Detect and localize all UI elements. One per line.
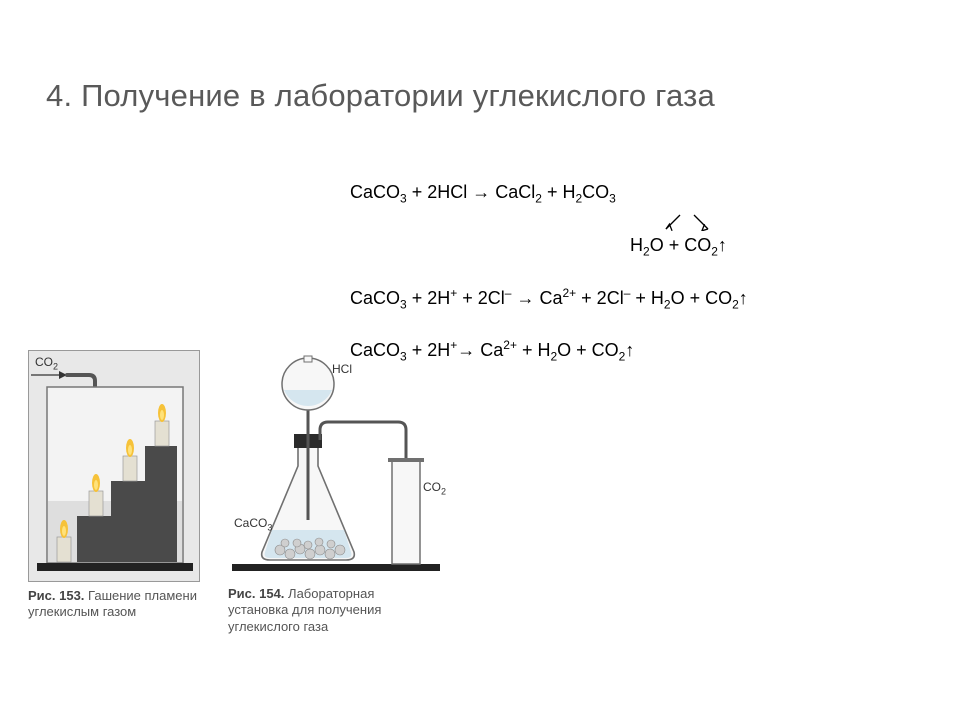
eq-sup: 2+ (503, 338, 517, 352)
eq-text: + H (542, 182, 576, 202)
figures-block: CO2 Рис. 153. Гашение пламени углекислым… (28, 350, 448, 670)
eq-text: H (630, 235, 643, 255)
eq-text: + 2Cl (457, 288, 505, 308)
eq-uparrow: ↑ (739, 288, 748, 308)
label-text: CaCO (234, 516, 267, 530)
caco3-label: CaCO3 (234, 516, 272, 532)
eq-text: CaCO (350, 182, 400, 202)
label-text: CO (35, 355, 53, 369)
hcl-label: HCl (332, 362, 352, 376)
figure-154: HCl CaCO3 CO2 Рис. 154. Лабораторная уст… (228, 350, 448, 635)
figure-153-illustration: CO2 (28, 350, 200, 582)
caption-bold: Рис. 154. (228, 586, 284, 601)
label-sub: 2 (441, 486, 446, 496)
eq-sub: 3 (400, 297, 407, 311)
eq-text: CO (582, 182, 609, 202)
eq-uparrow: ↑ (625, 340, 634, 360)
co2-cylinder-label: CO2 (423, 480, 446, 496)
eq-text: CaCO (350, 288, 400, 308)
eq-sub: 2 (664, 297, 671, 311)
equation-1: CaCO3 + 2HCl → CaCl2 + H2CO3 (350, 180, 748, 207)
label-sub: 2 (53, 361, 58, 371)
eq-arrow: → (472, 182, 490, 202)
label-sub: 3 (267, 522, 272, 532)
equations-block: CaCO3 + 2HCl → CaCl2 + H2CO3 H2O + CO2↑ … (350, 180, 748, 372)
eq-text: + H (517, 340, 551, 360)
eq-text: O + CO (671, 288, 733, 308)
figure-154-illustration: HCl CaCO3 CO2 (228, 350, 443, 580)
eq-text: + 2Cl (576, 288, 624, 308)
eq-text: → Ca (457, 340, 503, 360)
eq-sub: 2 (732, 297, 739, 311)
eq-text: O + CO (557, 340, 619, 360)
label-text: HCl (332, 362, 352, 376)
decomposition-arrows (660, 213, 740, 231)
page-title: 4. Получение в лаборатории углекислого г… (46, 78, 715, 114)
eq-text: CaCl (490, 182, 535, 202)
eq-text: + 2HCl (407, 182, 473, 202)
figure-153-caption: Рис. 153. Гашение пламени углекислым газ… (28, 588, 218, 621)
equation-2-full-ionic: CaCO3 + 2H+ + 2Cl– → Ca2+ + 2Cl– + H2O +… (350, 285, 748, 313)
eq-sub: 3 (609, 192, 616, 206)
eq-sub: 3 (400, 192, 407, 206)
eq-uparrow: ↑ (718, 235, 727, 255)
eq-sub: 2 (643, 245, 650, 259)
equation-1-products: H2O + CO2↑ (350, 233, 748, 260)
figure-153: CO2 Рис. 153. Гашение пламени углекислым… (28, 350, 218, 621)
page: 4. Получение в лаборатории углекислого г… (0, 0, 960, 720)
caption-bold: Рис. 153. (28, 588, 84, 603)
eq-text: + H (630, 288, 664, 308)
eq-text: O + CO (650, 235, 712, 255)
eq-text: → Ca (511, 288, 562, 308)
label-text: CO (423, 480, 441, 494)
figure-154-caption: Рис. 154. Лабораторная установка для пол… (228, 586, 428, 635)
eq-sub: 2 (711, 245, 718, 259)
eq-sub: 2 (535, 192, 542, 206)
co2-inlet-label: CO2 (35, 355, 58, 371)
eq-sup: 2+ (562, 286, 576, 300)
eq-text: + 2H (407, 288, 451, 308)
